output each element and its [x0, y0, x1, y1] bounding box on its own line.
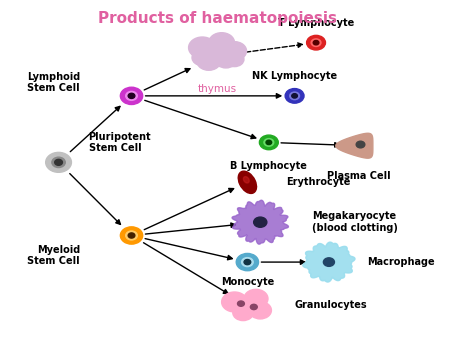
Text: Plasma Cell: Plasma Cell: [327, 171, 391, 180]
Circle shape: [46, 152, 72, 172]
Text: Granulocytes: Granulocytes: [295, 300, 367, 310]
Circle shape: [254, 217, 267, 227]
Circle shape: [209, 33, 234, 53]
Circle shape: [222, 42, 247, 60]
Text: Pluripotent
Stem Cell: Pluripotent Stem Cell: [89, 131, 151, 153]
Polygon shape: [303, 242, 355, 282]
Circle shape: [324, 258, 334, 266]
Circle shape: [266, 140, 272, 145]
Circle shape: [215, 51, 237, 68]
Text: Myeloid
Stem Cell: Myeloid Stem Cell: [27, 245, 80, 266]
Circle shape: [290, 92, 300, 100]
Text: B Lymphocyte: B Lymphocyte: [230, 161, 307, 171]
Ellipse shape: [243, 176, 249, 183]
Circle shape: [128, 233, 135, 238]
Circle shape: [264, 139, 274, 146]
Circle shape: [126, 91, 137, 100]
Text: Megakaryocyte
(blood clotting): Megakaryocyte (blood clotting): [312, 211, 398, 233]
Text: T Lymphocyte: T Lymphocyte: [278, 18, 354, 28]
Circle shape: [225, 52, 244, 67]
Circle shape: [249, 301, 271, 319]
Circle shape: [313, 41, 319, 45]
Circle shape: [203, 43, 227, 62]
Circle shape: [250, 304, 257, 310]
Circle shape: [126, 231, 137, 240]
Circle shape: [236, 254, 259, 271]
Circle shape: [120, 227, 143, 244]
Circle shape: [55, 159, 63, 165]
Ellipse shape: [238, 171, 256, 193]
Circle shape: [233, 305, 253, 321]
Circle shape: [259, 135, 278, 150]
Circle shape: [222, 292, 248, 312]
Circle shape: [311, 39, 321, 46]
Circle shape: [238, 301, 244, 306]
Text: NK Lymphocyte: NK Lymphocyte: [252, 71, 337, 81]
Text: Products of haematopoiesis: Products of haematopoiesis: [98, 11, 337, 26]
Circle shape: [244, 260, 251, 265]
Circle shape: [189, 37, 216, 58]
Text: thymus: thymus: [198, 84, 237, 94]
Circle shape: [52, 157, 65, 168]
Text: Monocyte: Monocyte: [221, 277, 274, 287]
Circle shape: [356, 141, 365, 148]
Polygon shape: [336, 133, 373, 158]
Text: Macrophage: Macrophage: [368, 257, 435, 267]
Circle shape: [120, 87, 143, 104]
Circle shape: [192, 50, 212, 66]
Text: Lymphoid
Stem Cell: Lymphoid Stem Cell: [27, 72, 80, 93]
Text: Erythrocyte: Erythrocyte: [286, 177, 351, 187]
Circle shape: [197, 52, 221, 70]
Circle shape: [285, 89, 304, 103]
Polygon shape: [232, 200, 288, 244]
Circle shape: [244, 289, 268, 308]
Circle shape: [242, 258, 253, 267]
Circle shape: [292, 94, 297, 98]
Circle shape: [306, 35, 325, 50]
Circle shape: [128, 93, 135, 98]
